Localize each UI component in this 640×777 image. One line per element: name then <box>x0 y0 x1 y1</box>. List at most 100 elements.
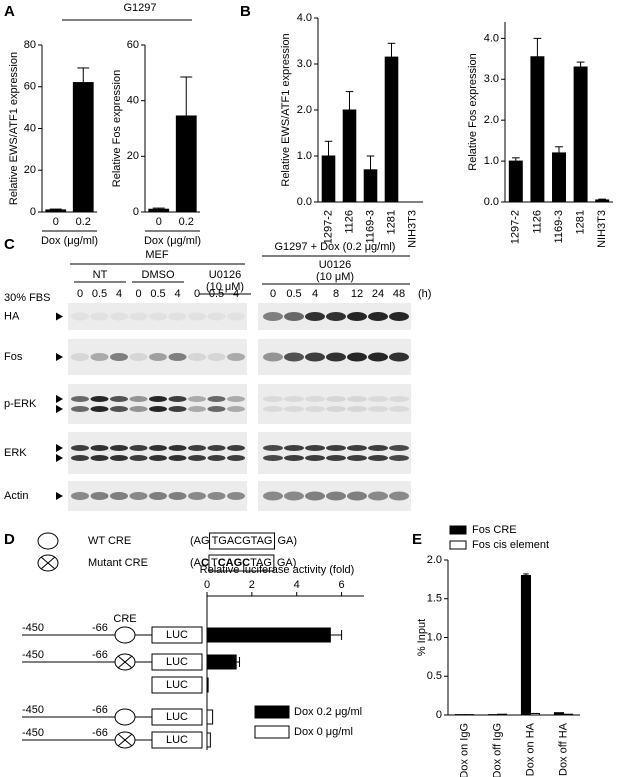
sequence-box <box>208 554 275 572</box>
band <box>207 455 226 461</box>
band <box>168 396 187 402</box>
band <box>347 396 367 402</box>
mutation-cross <box>40 556 56 570</box>
y-tick-label: 40 <box>127 95 139 107</box>
band <box>368 406 388 412</box>
x-tick-label: Dox on IgG <box>458 723 470 777</box>
blot-strip <box>258 384 411 424</box>
band <box>71 455 89 461</box>
x-tick-label: 0 <box>204 579 210 591</box>
band <box>90 312 109 321</box>
legend-swatch <box>254 705 290 719</box>
band <box>347 491 367 501</box>
band <box>326 445 346 451</box>
sequence-fragment: GA) <box>277 535 297 547</box>
y-tick-label: 4.0 <box>297 12 312 24</box>
band-arrow <box>56 454 63 462</box>
band <box>207 445 226 451</box>
blot-header: G1297 + Dox (0.2 μg/ml) <box>275 241 396 253</box>
band <box>207 312 226 321</box>
sequence-box <box>209 532 275 550</box>
sequence-fragment: TGACGTAG <box>212 535 273 547</box>
band <box>263 455 283 461</box>
x-tick-label: 1126 <box>531 210 543 234</box>
group-label: (10 μM) <box>206 281 244 293</box>
band <box>90 445 109 451</box>
band <box>263 445 283 451</box>
x-tick-label: 1297-2 <box>510 210 522 244</box>
y-tick-label: 4.0 <box>484 32 499 44</box>
band <box>71 396 89 402</box>
band <box>149 455 167 461</box>
band <box>168 455 187 461</box>
panel-letter: B <box>240 3 251 20</box>
band <box>110 396 128 402</box>
time-label: 4 <box>233 288 239 300</box>
band <box>305 406 325 412</box>
x-tick-label: 0 <box>53 216 59 228</box>
y-tick-label: 60 <box>24 81 36 93</box>
panel-header: G1297 <box>123 2 156 14</box>
time-label: 24 <box>372 288 384 300</box>
blot-strip <box>68 303 247 330</box>
panel-letter: D <box>4 531 15 548</box>
cre-element <box>114 626 136 644</box>
band <box>71 406 89 412</box>
reporter-box <box>151 626 203 644</box>
y-tick-label: 0.5 <box>427 670 442 682</box>
band <box>227 353 245 361</box>
band <box>168 492 187 500</box>
band <box>71 353 89 361</box>
x-tick-label: 0 <box>156 216 162 228</box>
y-tick-label: 20 <box>127 150 139 162</box>
band <box>284 406 304 412</box>
legend-swatch <box>254 725 290 739</box>
row-label: ERK <box>4 447 27 459</box>
x-tick-label: 1281 <box>575 210 587 234</box>
band <box>71 492 89 500</box>
band <box>207 406 226 412</box>
sequence-fragment: TAG <box>250 557 272 569</box>
y-tick-label: 0.0 <box>484 196 499 208</box>
bar <box>508 160 523 203</box>
band <box>389 455 409 461</box>
reporter-label: LUC <box>166 679 188 691</box>
y-axis-label: % Input <box>416 619 428 656</box>
x-tick-label: 4 <box>294 579 300 591</box>
band <box>263 406 283 412</box>
bar <box>206 654 237 670</box>
x-tick-label: 1169-3 <box>553 210 565 243</box>
legend-swatch <box>449 540 467 550</box>
band <box>347 406 367 412</box>
time-label: 12 <box>351 288 363 300</box>
reporter-label: LUC <box>166 656 188 668</box>
group-label: DMSO <box>142 269 175 281</box>
band <box>227 396 245 402</box>
reporter-box <box>151 708 203 726</box>
bar <box>384 56 399 203</box>
band <box>227 492 245 500</box>
position-label: -66 <box>92 622 108 634</box>
band <box>71 312 89 321</box>
band <box>110 445 128 451</box>
blot-strip <box>68 339 247 375</box>
band <box>90 492 109 500</box>
bar <box>342 109 357 203</box>
bar <box>206 677 209 693</box>
legend-swatch <box>449 525 467 535</box>
y-tick-label: 20 <box>24 164 36 176</box>
bar <box>206 627 331 643</box>
mutation-cross <box>117 733 133 747</box>
legend-label: Fos cis element <box>472 539 549 551</box>
band <box>263 312 283 321</box>
time-label: 0.5 <box>286 288 301 300</box>
sequence-fragment: C <box>201 557 209 569</box>
band-arrow <box>56 395 63 403</box>
band <box>227 455 245 461</box>
mutation-cross <box>117 655 133 669</box>
x-axis-label: Dox (μg/ml) <box>41 235 98 247</box>
legend-label: Dox 0 μg/ml <box>294 726 353 738</box>
bar <box>363 169 378 203</box>
band <box>326 352 346 362</box>
bar <box>520 575 531 716</box>
